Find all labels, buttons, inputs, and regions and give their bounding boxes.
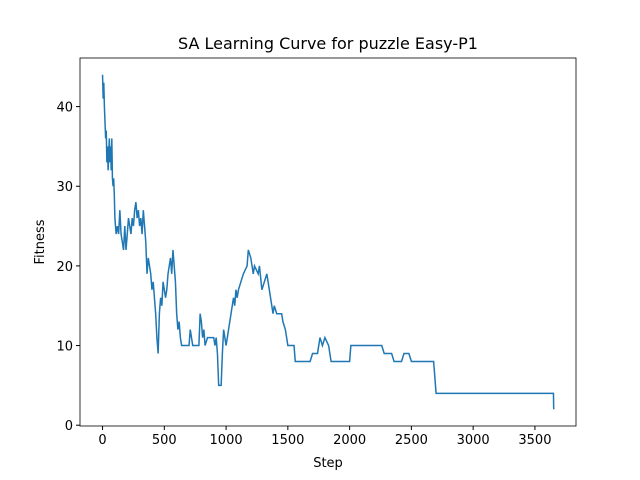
x-axis-label: Step bbox=[313, 456, 343, 471]
y-tick-label: 30 bbox=[56, 180, 73, 195]
x-tick-label: 1500 bbox=[271, 433, 304, 448]
y-tick-label: 20 bbox=[56, 260, 73, 275]
y-axis-label: Fitness bbox=[33, 219, 48, 264]
x-tick-label: 2000 bbox=[333, 433, 366, 448]
x-tick-label: 3500 bbox=[518, 433, 551, 448]
x-tick-label: 500 bbox=[152, 433, 177, 448]
x-tick-label: 0 bbox=[98, 433, 106, 448]
x-tick-label: 2500 bbox=[395, 433, 428, 448]
x-tick-label: 1000 bbox=[210, 433, 243, 448]
y-tick-label: 40 bbox=[56, 101, 73, 116]
y-tick-label: 10 bbox=[56, 340, 73, 355]
line bbox=[101, 74, 555, 410]
y-tick-label: 0 bbox=[65, 419, 73, 434]
chart-title: SA Learning Curve for puzzle Easy-P1 bbox=[178, 34, 478, 53]
x-tick-label: 3000 bbox=[457, 433, 490, 448]
plot-frame bbox=[79, 57, 577, 427]
